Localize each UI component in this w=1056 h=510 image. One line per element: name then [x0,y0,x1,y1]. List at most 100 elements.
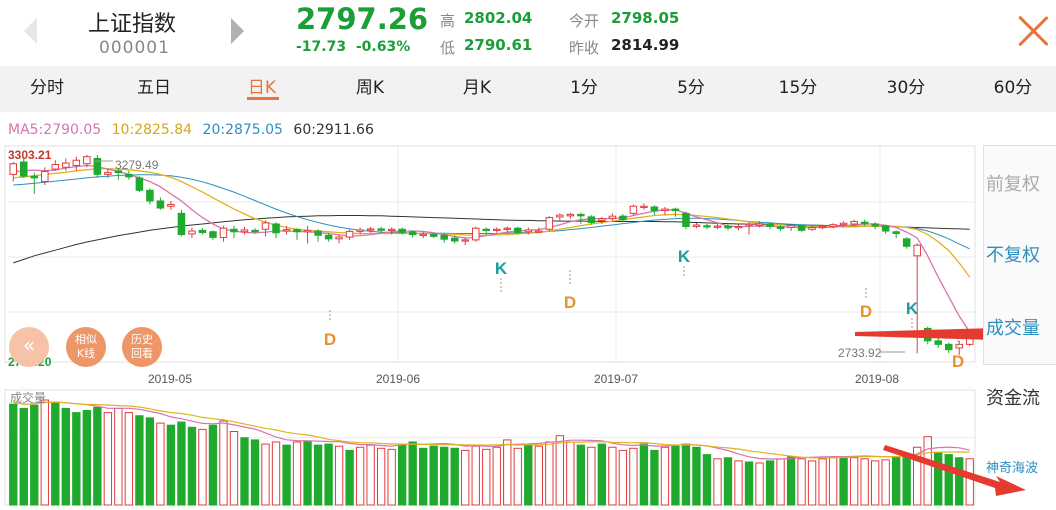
candle-body [734,225,743,229]
candle-body [20,161,28,177]
down-candle [146,188,154,205]
collapse-button[interactable]: « [9,327,49,367]
volume-bar-up [734,460,743,506]
volume-bar-up [913,446,922,506]
volume-bar-up [124,412,134,506]
candle-body [787,225,795,229]
tab-daily-k[interactable]: 日K [247,78,277,98]
volume-bar-up [376,447,386,506]
volume-bar-up [366,444,375,506]
down-candle [429,232,438,239]
volume-bar-up [198,428,207,506]
volume-bar-down [345,449,354,506]
ma20-line [13,174,970,250]
fq-front-option[interactable]: 前复权 [986,174,1040,195]
up-candle [282,226,291,235]
up-candle [839,221,848,228]
up-candle [829,223,837,229]
volume-bar-down [597,443,607,506]
tab-intraday[interactable]: 分时 [30,78,64,98]
volume-ma10-line [13,401,970,459]
candle-body [104,172,112,175]
candle-body [9,163,18,175]
volume-bar-up [103,412,113,506]
kline-chart[interactable]: 3303.212710.203279.492733.922019-052019-… [0,140,980,510]
tab-weekly-k[interactable]: 周K [355,78,385,98]
volume-bar-up [545,441,554,506]
quote-header: 上证指数 000001 2797.26 -17.73 -0.63% 高 2802… [0,0,1056,66]
tab-15min[interactable]: 15分 [778,78,818,98]
down-candle [135,176,144,193]
candle-body [293,229,301,233]
tab-five-day[interactable]: 五日 [137,78,171,98]
marker-d: D [564,293,576,312]
down-candle [881,224,890,234]
prev-stock-arrow-icon[interactable] [24,18,37,44]
history-review-button[interactable]: 历史回看 [122,327,162,367]
down-candle [577,212,585,224]
candle-body [387,228,396,231]
up-candle [535,227,543,233]
tab-30min[interactable]: 30分 [886,78,926,98]
volume-bar-up [587,446,596,506]
up-candle [787,224,795,232]
fq-none-option[interactable]: 不复权 [986,245,1040,266]
candles [9,154,974,355]
down-candle [902,237,911,249]
capital-flow-option[interactable]: 资金流 [986,388,1040,409]
down-candle [93,154,102,178]
volume-bar-down [944,454,953,506]
down-candle [724,223,732,231]
up-candle [72,156,81,171]
marker-k: K [495,259,508,278]
ma10-label: 10:2825.84 [111,122,193,138]
volume-bar-down [639,443,649,506]
date-label: 2019-07 [594,372,638,386]
candle-body [640,205,648,208]
prev-close-value: 2814.99 [611,36,680,54]
down-candle [272,222,280,239]
up-candle [51,160,60,171]
up-candle [692,222,701,229]
up-candle [640,203,648,210]
volume-bar-down [786,456,796,506]
close-icon[interactable] [1016,14,1050,48]
volume-bar-up [818,458,827,506]
volume-bar-up [156,422,165,506]
tab-1min[interactable]: 1分 [570,78,598,98]
volume-bar-up [555,435,564,506]
volume-bar-down [282,444,291,506]
ma5-line [13,164,971,333]
similar-kline-button[interactable]: 相似K线 [66,327,106,367]
wave-option[interactable]: 神奇海波 [986,461,1039,476]
down-candle [703,223,711,230]
collapse-glyph: « [22,333,36,357]
up-candle [366,226,375,233]
up-candle [955,340,963,355]
next-stock-arrow-icon[interactable] [231,18,244,44]
volume-bar-down [692,446,701,506]
red-arrow-icon [883,445,1026,496]
volume-option[interactable]: 成交量 [986,318,1040,339]
volume-bar-up [965,458,974,506]
candle-body [944,343,953,351]
volume-bar-down [839,456,848,506]
candle-body [692,224,701,227]
volume-bar-up [776,458,785,506]
candle-body [703,225,711,228]
candle-body [766,223,774,227]
date-label: 2019-05 [148,372,192,386]
tab-60min[interactable]: 60分 [993,78,1033,98]
prev-close-label: 昨收 [569,39,600,57]
up-candle [629,204,638,216]
candle-body [188,230,196,235]
volume-bar-up [40,399,49,506]
tab-5min[interactable]: 5分 [677,78,705,98]
candle-body [850,220,858,225]
tab-monthly-k[interactable]: 月K [462,78,492,98]
price-change: -17.73 -0.63% [296,39,410,55]
volume-bar-up [755,462,764,506]
up-candle [219,225,228,242]
candle-body [587,216,596,224]
down-candle [230,225,238,239]
